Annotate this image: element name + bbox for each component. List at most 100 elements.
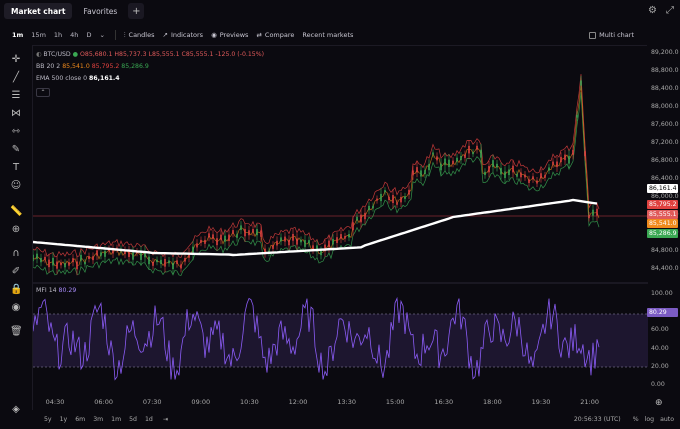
- time-tick: 04:30: [45, 398, 65, 406]
- candle-body: [132, 252, 134, 260]
- zoom-icon[interactable]: ⊕: [11, 224, 21, 235]
- bottom-bar: 5y 1y 6m 3m 1m 5d 1d ⇥ 20:56:33 (UTC) % log au…: [32, 410, 680, 429]
- range-button[interactable]: 6m: [75, 416, 86, 423]
- candle-body: [252, 228, 254, 233]
- range-button[interactable]: 3m: [93, 416, 104, 423]
- ema-500-line: [32, 198, 598, 257]
- emoji-icon[interactable]: ☺: [10, 180, 22, 191]
- chart-panel[interactable]: [32, 45, 648, 411]
- layers-icon[interactable]: ◈: [12, 404, 20, 415]
- price-tick: 89,200.0: [651, 49, 679, 56]
- candle-body: [52, 257, 54, 266]
- timeframe-D[interactable]: D: [86, 31, 92, 39]
- indicators-button[interactable]: ↗ Indicators: [163, 31, 204, 39]
- candle-body: [448, 159, 450, 168]
- timeframe-4h[interactable]: 4h: [70, 31, 79, 39]
- candle-body: [436, 156, 438, 161]
- gear-icon[interactable]: ⚙: [648, 5, 657, 16]
- multi-chart-toggle[interactable]: Multi chart: [589, 31, 634, 39]
- multi-chart-checkbox[interactable]: [589, 31, 597, 39]
- timeframe-1m[interactable]: 1m: [12, 31, 24, 39]
- bb-legend: BB 20 2 85,541.0 85,795.2 85,286.9: [36, 63, 149, 70]
- range-button[interactable]: 5d: [129, 416, 137, 423]
- trash-icon[interactable]: 🗑: [10, 326, 23, 337]
- brush-icon[interactable]: ✎: [11, 144, 21, 155]
- candle-body: [148, 256, 150, 265]
- candle-body: [532, 176, 534, 180]
- bb-upper-line: [32, 74, 600, 258]
- utc-time[interactable]: 20:56:33 (UTC): [573, 416, 621, 423]
- candle-body: [288, 239, 290, 246]
- range-button[interactable]: 1d: [145, 416, 153, 423]
- candle-body: [504, 171, 506, 178]
- price-axis[interactable]: 89,200.0 88,800.0 88,400.0 88,000.0 87,600.0…: [647, 45, 680, 410]
- crosshair-icon[interactable]: ✛: [11, 54, 21, 65]
- time-axis[interactable]: 04:30 06:00 07:30 09:00 10:30 12:00 13:30 15:00…: [32, 398, 647, 408]
- measure-range-icon[interactable]: ⇿: [11, 126, 21, 137]
- candle-body: [564, 154, 566, 161]
- candle-body: [492, 160, 494, 168]
- candle-body: [588, 215, 590, 219]
- previews-button[interactable]: ◉ Previews: [211, 31, 248, 39]
- candle-body: [180, 264, 182, 269]
- top-bar: Market chart Favorites +: [0, 0, 680, 22]
- timeframe-1h[interactable]: 1h: [53, 31, 63, 39]
- mfi-label: MFI 14: [36, 287, 57, 294]
- candle-body: [512, 165, 514, 173]
- eye-icon[interactable]: ◉: [11, 302, 21, 313]
- candle-body: [56, 261, 58, 269]
- timeframe-15m[interactable]: 15m: [31, 31, 46, 39]
- candle-body: [480, 149, 482, 158]
- price-label: 86,161.4: [647, 184, 678, 193]
- chevron-down-icon[interactable]: ⌄: [99, 31, 105, 39]
- candle-body: [256, 229, 258, 236]
- lock-icon[interactable]: 🔒: [10, 284, 23, 295]
- price-chart[interactable]: [32, 46, 648, 411]
- time-tick: 07:30: [142, 398, 162, 406]
- tab-market-chart[interactable]: Market chart: [4, 3, 73, 19]
- candle-body: [64, 263, 66, 268]
- pattern-icon[interactable]: ⋈: [11, 108, 21, 119]
- candle-body: [380, 193, 382, 202]
- ohlc-values: O85,680.1 H85,737.3 L85,555.1 C85,555.1 …: [80, 51, 265, 58]
- range-button[interactable]: 5y: [44, 416, 52, 423]
- candle-body: [496, 163, 498, 168]
- percent-toggle[interactable]: %: [632, 416, 639, 423]
- range-button[interactable]: 1m: [111, 416, 122, 423]
- text-icon[interactable]: T: [12, 162, 20, 173]
- fib-icon[interactable]: ☰: [11, 90, 21, 101]
- candle-body: [300, 239, 302, 243]
- add-tab-button[interactable]: +: [128, 3, 145, 19]
- collapse-legend-button[interactable]: ⌃: [36, 88, 50, 97]
- trendline-icon[interactable]: ╱: [12, 72, 20, 83]
- auto-toggle[interactable]: auto: [660, 416, 674, 423]
- price-tick: 86,000.0: [651, 193, 679, 200]
- log-toggle[interactable]: log: [644, 416, 655, 423]
- candle-body: [416, 167, 418, 173]
- candle-body: [272, 245, 274, 249]
- candle-body: [444, 158, 446, 166]
- mfi-tick: 0.00: [651, 381, 665, 388]
- ruler-icon[interactable]: 📏: [10, 206, 23, 217]
- pencil-lock-icon[interactable]: ✐: [11, 266, 21, 277]
- range-button[interactable]: 1y: [59, 416, 68, 423]
- calendar-icon[interactable]: ⇥: [162, 416, 169, 423]
- candle-body: [184, 258, 186, 262]
- candles-button[interactable]: ⫶ Candles: [124, 31, 155, 40]
- mfi-legend: MFI 14 80.29: [36, 287, 76, 294]
- magnet-icon[interactable]: ∩: [12, 248, 20, 259]
- multi-chart-label: Multi chart: [599, 31, 634, 39]
- compare-button[interactable]: ⇄ Compare: [256, 31, 294, 39]
- candle-body: [428, 164, 430, 171]
- add-settings-icon[interactable]: ⊕: [655, 398, 663, 408]
- candle-body: [44, 256, 46, 260]
- candle-body: [396, 202, 398, 205]
- candle-body: [400, 196, 402, 203]
- price-label: 85,555.1: [647, 210, 678, 219]
- expand-icon[interactable]: ⤢: [666, 5, 674, 16]
- tab-favorites[interactable]: Favorites: [83, 6, 118, 16]
- candle-body: [328, 240, 330, 248]
- mfi-tick: 60.00: [651, 326, 669, 334]
- recent-markets-button[interactable]: Recent markets: [302, 31, 353, 39]
- candle-body: [580, 80, 582, 86]
